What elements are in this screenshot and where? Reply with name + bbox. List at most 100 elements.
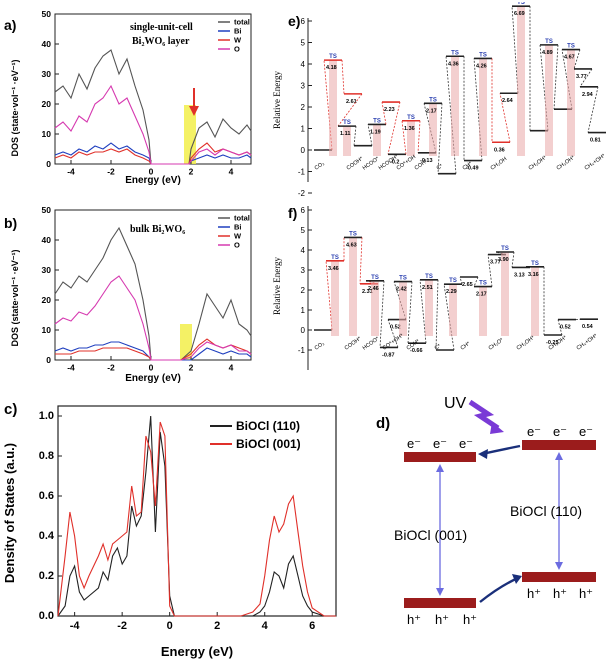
y-axis-label: Relative Energy bbox=[272, 256, 282, 315]
bandgap-highlight bbox=[180, 324, 192, 360]
ts-label: TS bbox=[567, 44, 575, 50]
y-tick-label: 1 bbox=[301, 125, 306, 134]
panel-label: f) bbox=[288, 205, 297, 221]
path-connector bbox=[367, 124, 373, 146]
energy-value: 3.46 bbox=[328, 266, 339, 272]
y-tick-label: 3 bbox=[301, 82, 306, 91]
ts-barrier-band bbox=[399, 281, 407, 336]
state-label: COOH* bbox=[346, 156, 365, 172]
state-label: CH₂OH* bbox=[528, 154, 549, 171]
energy-value: 3.77 bbox=[490, 260, 501, 266]
charge-label: h⁺ bbox=[553, 586, 567, 601]
state-label: HCOO* bbox=[362, 336, 381, 352]
energy-value: 3.16 bbox=[528, 272, 539, 278]
x-axis-label: Energy (eV) bbox=[161, 644, 233, 659]
y-axis-label: Density of States (a.u.) bbox=[2, 443, 17, 583]
panel-c: c) Density of States (a.u.) 0.0 0.2 0.4 0.6… bbox=[2, 401, 337, 659]
state-label: CH* bbox=[460, 340, 472, 351]
y-tick-label: 10 bbox=[42, 129, 52, 139]
state-label: C* bbox=[434, 343, 443, 352]
ts-label: TS bbox=[425, 274, 433, 280]
charge-label: h⁺ bbox=[435, 612, 449, 627]
state-label: CH₂OH* bbox=[516, 334, 537, 351]
hole-transfer-arrow bbox=[479, 576, 519, 603]
arrow-down-icon bbox=[436, 588, 444, 596]
bandgap-highlight bbox=[184, 105, 196, 164]
series-line-biocl-110- bbox=[57, 415, 336, 617]
path-connector bbox=[459, 276, 463, 285]
ts-label: TS bbox=[501, 246, 509, 252]
ts-label: TS bbox=[451, 50, 459, 56]
energy-value: 2.42 bbox=[396, 287, 407, 293]
legend-entry: Bi bbox=[234, 223, 242, 232]
ts-barrier-band bbox=[329, 60, 337, 156]
x-tick-label: 2 bbox=[214, 620, 220, 632]
facet-110-label: BiOCl (110) bbox=[510, 503, 582, 519]
x-tick-label: 0 bbox=[149, 363, 154, 373]
energy-value: 4.26 bbox=[476, 63, 487, 69]
series-line-total bbox=[54, 49, 252, 165]
arrow-down-icon bbox=[555, 562, 563, 570]
y-tick-label: 6 bbox=[301, 206, 306, 215]
y-tick-label: 0.8 bbox=[39, 450, 54, 462]
y-tick-label: 10 bbox=[42, 325, 52, 335]
path-connector bbox=[557, 319, 563, 336]
ts-label: TS bbox=[371, 275, 379, 281]
ts-barrier-band bbox=[451, 56, 459, 157]
ts-barrier-band bbox=[567, 49, 575, 156]
energy-value: 4.63 bbox=[346, 242, 357, 248]
y-tick-label: 2 bbox=[301, 103, 306, 112]
charge-label: e⁻ bbox=[579, 424, 593, 439]
y-tick-label: 4 bbox=[301, 246, 306, 255]
y-tick-label: 30 bbox=[42, 265, 52, 275]
ts-label: TS bbox=[531, 261, 539, 267]
arrow-up-icon bbox=[436, 464, 444, 472]
series-line-biocl-001- bbox=[57, 421, 336, 617]
panel-label: a) bbox=[4, 17, 16, 33]
energy-value: 0.52 bbox=[560, 325, 571, 331]
path-connector bbox=[379, 280, 385, 348]
state-label: CH₄+OH* bbox=[576, 333, 600, 352]
energy-value: 2.31 bbox=[362, 289, 373, 295]
y-tick-label: 0 bbox=[301, 326, 306, 335]
legend-entry: W bbox=[234, 232, 242, 241]
ts-label: TS bbox=[429, 97, 437, 103]
path-connector bbox=[381, 101, 387, 125]
path-connector bbox=[511, 251, 515, 268]
y-axis-label: DOS (state·vol⁻¹ ·eV⁻¹) bbox=[10, 249, 20, 346]
uv-label: UV bbox=[444, 395, 467, 412]
x-axis-label: Energy (eV) bbox=[125, 175, 181, 186]
path-connector bbox=[553, 44, 559, 110]
energy-value: 1.11 bbox=[340, 131, 350, 137]
y-tick-label: -2 bbox=[298, 189, 306, 198]
x-tick-label: 0 bbox=[167, 620, 173, 632]
y-tick-label: 2 bbox=[301, 286, 306, 295]
lightning-icon bbox=[468, 399, 500, 431]
panel-label: e) bbox=[288, 13, 300, 29]
legend-entry: O bbox=[234, 241, 240, 250]
energy-value: -0.66 bbox=[410, 348, 423, 354]
x-tick-label: -2 bbox=[107, 167, 115, 177]
energy-value: 3.90 bbox=[498, 257, 509, 263]
state-label: CH₃OH* bbox=[556, 154, 577, 171]
path-connector bbox=[435, 279, 439, 351]
energy-value: -0.87 bbox=[382, 352, 395, 358]
series-line-o bbox=[54, 275, 252, 361]
charge-label: h⁺ bbox=[527, 586, 541, 601]
ts-barrier-band bbox=[479, 286, 487, 336]
y-tick-label: 0.6 bbox=[39, 490, 54, 502]
ts-barrier-band bbox=[331, 260, 339, 336]
x-axis-label: Energy (eV) bbox=[125, 373, 181, 384]
electrons-left: e⁻ e⁻ e⁻ bbox=[407, 436, 473, 451]
energy-value: 2.23 bbox=[384, 107, 395, 113]
y-tick-label: 0.2 bbox=[39, 570, 54, 582]
panel-title: single-unit-cell bbox=[130, 22, 193, 33]
y-tick-label: 0.4 bbox=[39, 530, 55, 542]
y-tick-label: 0 bbox=[301, 146, 306, 155]
panel-label: d) bbox=[376, 415, 390, 432]
y-tick-label: 0.0 bbox=[39, 610, 54, 622]
panel-subtitle: Bi₂WO₆ layer bbox=[132, 36, 190, 47]
ts-barrier-band bbox=[407, 120, 415, 156]
y-tick-label: 0 bbox=[46, 355, 51, 365]
